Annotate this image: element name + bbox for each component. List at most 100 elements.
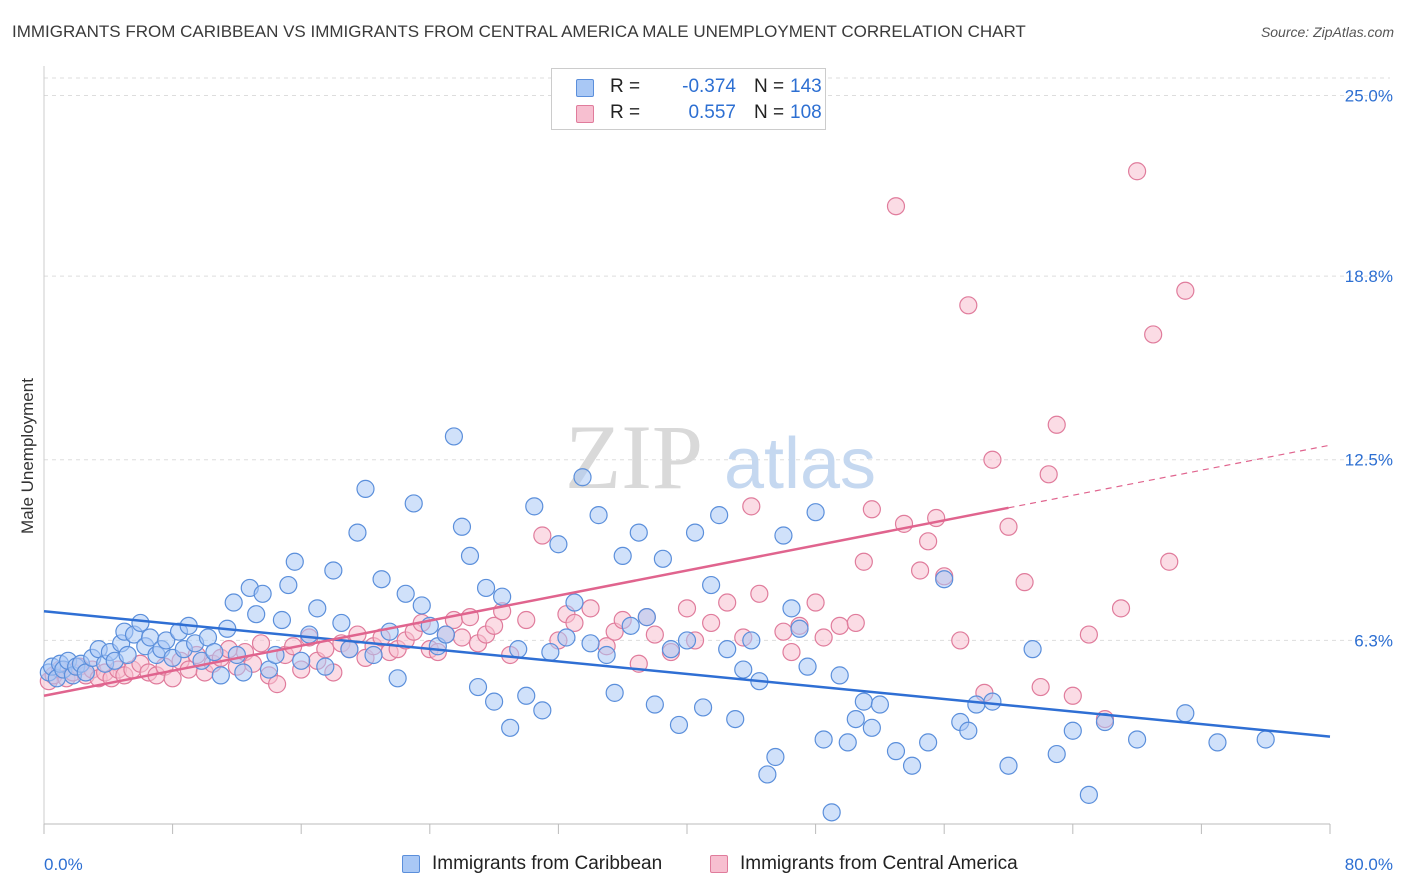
caribbean-point [838, 733, 857, 752]
central-america-point [1079, 625, 1098, 644]
legend-r-value: -0.374 [682, 76, 736, 97]
central-america-point [517, 610, 536, 630]
caribbean-swatch [402, 855, 420, 873]
source-label: Source: ZipAtlas.com [1260, 24, 1394, 40]
caribbean-point [517, 686, 536, 705]
caribbean-point [677, 631, 697, 650]
caribbean-point [412, 596, 431, 615]
caribbean-point [999, 756, 1018, 775]
caribbean-trend-line [43, 610, 1331, 738]
y-tick-label: 6.3% [1354, 631, 1393, 650]
caribbean-point [541, 642, 560, 662]
central-america-point [846, 613, 865, 633]
central-america-point [565, 613, 584, 633]
caribbean-point [766, 747, 785, 767]
central-america-point [267, 675, 287, 694]
central-america-point [750, 584, 769, 603]
caribbean-point [854, 692, 873, 711]
caribbean-point [292, 651, 311, 670]
caribbean-point [205, 642, 224, 662]
caribbean-point [509, 640, 528, 659]
y-tick-label: 12.5% [1345, 451, 1393, 470]
caribbean-point [253, 584, 272, 603]
caribbean-point [549, 535, 568, 554]
caribbean-point [661, 640, 681, 659]
axes [43, 66, 1331, 834]
trend-lines [43, 444, 1331, 738]
caribbean-point [285, 552, 304, 571]
caribbean-point [830, 666, 849, 685]
caribbean-point [485, 692, 504, 711]
legend-n-value: 108 [790, 102, 822, 123]
central-america-point [742, 497, 761, 516]
x-tick-label: 80.0% [1345, 855, 1393, 874]
caribbean-point [300, 625, 319, 644]
caribbean-point [372, 570, 391, 589]
bottom-legend-label: Immigrants from Central America [740, 853, 1018, 874]
caribbean-point [710, 506, 729, 525]
caribbean-point [324, 561, 343, 580]
caribbean-point [862, 718, 881, 737]
caribbean-point [613, 546, 632, 566]
caribbean-point [693, 698, 713, 717]
bottom-legend-label: Immigrants from Caribbean [432, 853, 663, 874]
central-america-point [1160, 552, 1179, 571]
caribbean-point [581, 634, 600, 653]
x-tick-labels: 0.0% 80.0% [44, 855, 1393, 874]
central-america-trend-line [43, 506, 1009, 698]
caribbean-point [452, 517, 472, 536]
legend-r-value: 0.557 [688, 102, 736, 123]
central-america-point [1144, 325, 1163, 344]
caribbean-point [637, 608, 656, 627]
caribbean-point [629, 523, 648, 542]
central-america-point [251, 634, 271, 653]
caribbean-point [131, 613, 150, 633]
caribbean-point [565, 593, 584, 612]
legend-n-label: N = [754, 102, 785, 123]
caribbean-point [653, 549, 672, 568]
central-america-point [1039, 465, 1058, 484]
watermark: ZIP atlas [565, 406, 876, 508]
central-america-point [702, 613, 721, 633]
caribbean-point [902, 756, 922, 775]
caribbean-point [308, 599, 327, 618]
caribbean-point [364, 645, 383, 665]
grid-lines [44, 77, 1390, 641]
caribbean-point [798, 657, 817, 676]
caribbean-point [669, 715, 689, 735]
caribbean-point [525, 497, 544, 516]
caribbean-point [340, 640, 359, 659]
caribbean-point [685, 523, 705, 542]
caribbean-point [118, 645, 137, 665]
caribbean-point [919, 733, 938, 752]
caribbean-point [533, 701, 552, 720]
watermark-atlas: atlas [724, 424, 876, 504]
caribbean-point [1063, 721, 1082, 740]
caribbean-point [734, 660, 753, 679]
central-america-point [645, 625, 664, 644]
caribbean-point [557, 628, 576, 647]
caribbean-point [870, 695, 890, 714]
central-america-point [910, 561, 930, 580]
y-tick-labels: 6.3% 12.5% 18.8% 25.0% [1345, 86, 1393, 650]
central-america-point [830, 616, 849, 635]
caribbean-point [211, 666, 230, 685]
central-america-point [485, 616, 504, 635]
caribbean-point [1127, 730, 1147, 749]
legend-n-value: 143 [790, 76, 822, 97]
caribbean-point [967, 695, 986, 714]
caribbean-point [935, 570, 954, 589]
caribbean-point [444, 427, 464, 446]
caribbean-point [468, 677, 488, 697]
caribbean-point [822, 803, 841, 822]
caribbean-point [605, 683, 624, 702]
caribbean-point [404, 494, 423, 513]
watermark-zip: ZIP [565, 406, 703, 508]
central-america-point [1031, 677, 1050, 697]
chart-title: IMMIGRANTS FROM CARIBBEAN VS IMMIGRANTS … [12, 22, 1026, 41]
caribbean-point [1208, 733, 1227, 752]
caribbean-point [227, 645, 246, 665]
central-america-point [919, 532, 938, 551]
caribbean-point [886, 742, 906, 761]
central-america-point [814, 628, 833, 647]
